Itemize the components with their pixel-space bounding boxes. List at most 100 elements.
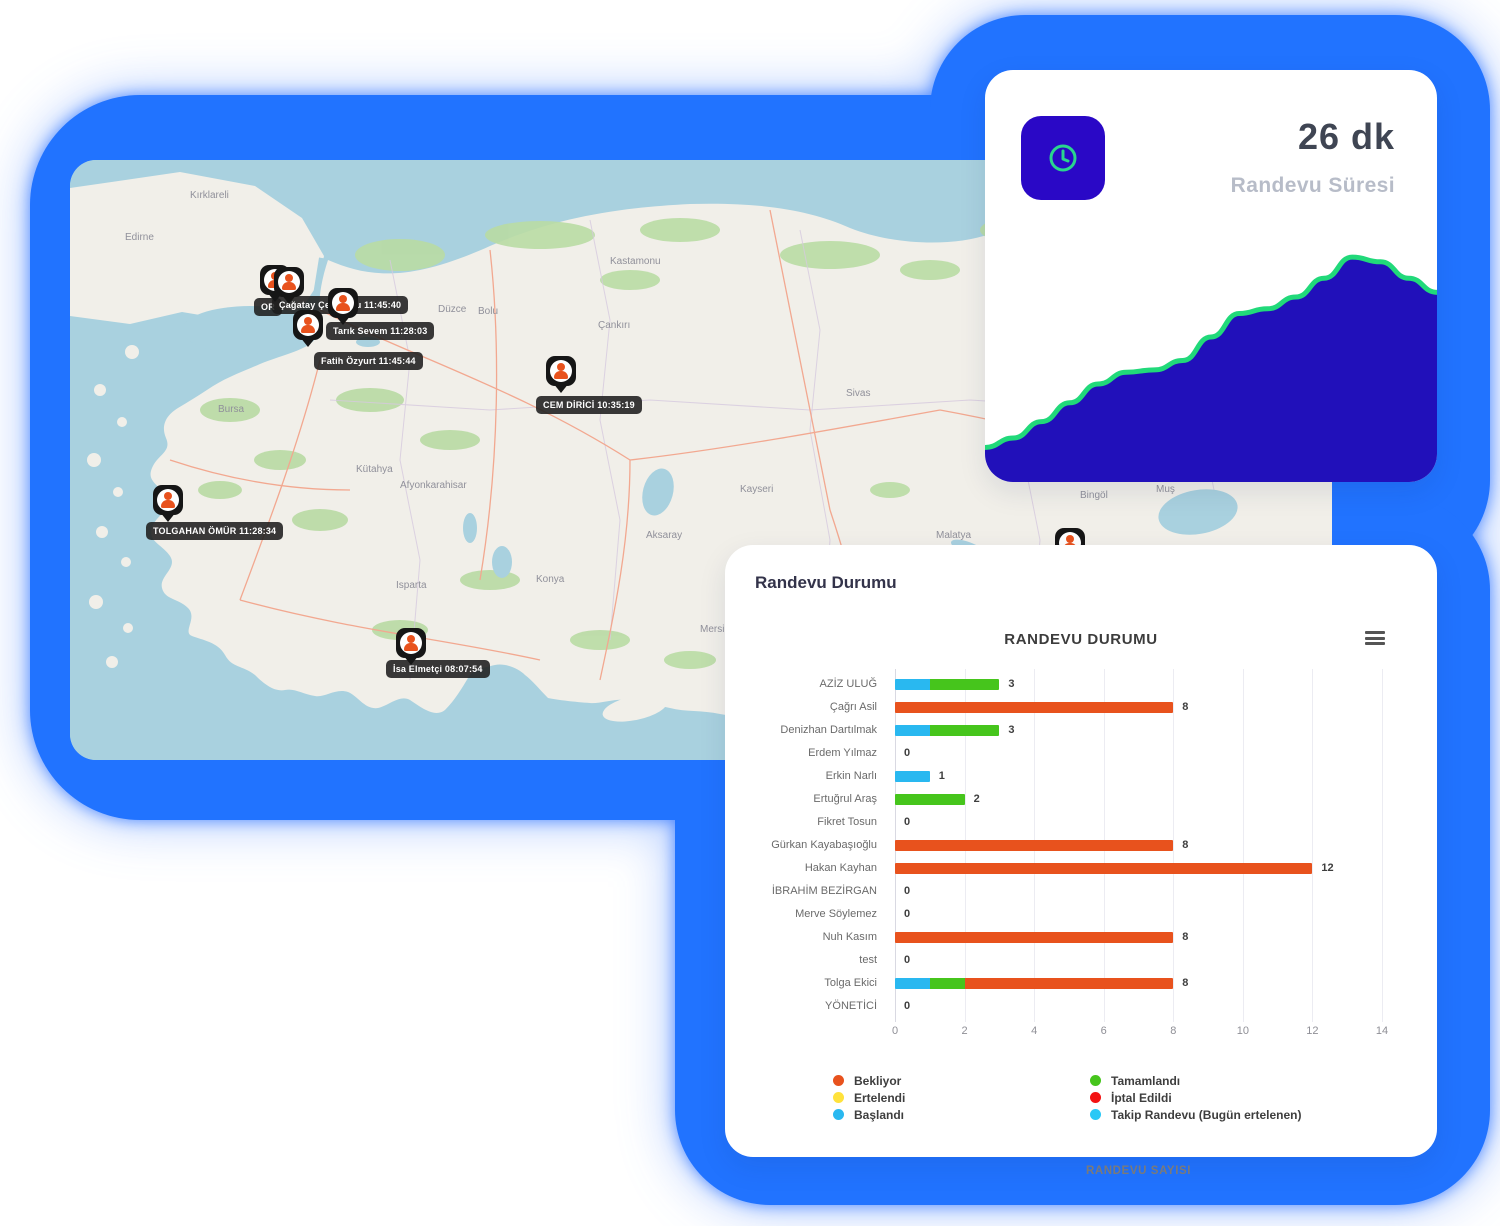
legend-dot: [1090, 1092, 1101, 1103]
bar-row: [895, 702, 1174, 713]
x-axis-tick: 2: [961, 1025, 968, 1037]
x-axis-tick: 6: [1100, 1025, 1107, 1037]
legend-item[interactable]: Takip Randevu (Bugün ertelenen): [1090, 1106, 1301, 1123]
category-label: AZİZ ULUĞ: [819, 678, 877, 690]
x-axis-tick: 10: [1236, 1025, 1249, 1037]
category-label: Merve Söylemez: [795, 908, 877, 920]
category-label: Ertuğrul Araş: [813, 793, 877, 805]
bar-segment-başlandı: [895, 771, 930, 782]
gridline: [1173, 669, 1175, 1022]
legend-dot: [1090, 1109, 1101, 1120]
map-place-label: Malatya: [936, 530, 971, 541]
map-place-label: Sivas: [846, 388, 870, 399]
bar-value-label: 3: [1008, 724, 1015, 736]
map-pin[interactable]: [396, 628, 426, 658]
bar-row: [895, 725, 1000, 736]
map-place-label: Edirne: [125, 232, 154, 243]
category-label: Tolga Ekici: [824, 977, 877, 989]
bar-row: [895, 978, 1174, 989]
bar-segment-başlandı: [895, 725, 930, 736]
duration-label: Randevu Süresi: [1230, 174, 1395, 197]
bar-value-label: 0: [904, 747, 911, 759]
category-label: test: [859, 954, 877, 966]
bar-value-label: 8: [1182, 839, 1189, 851]
person-icon: [278, 271, 300, 293]
map-place-label: Bursa: [218, 404, 245, 415]
x-axis-tick: 8: [1170, 1025, 1177, 1037]
map-place-label: Isparta: [396, 580, 427, 591]
bar-segment-bekliyor: [895, 702, 1174, 713]
map-pin[interactable]: [274, 267, 304, 297]
bar-value-label: 0: [904, 816, 911, 828]
bar-segment-tamamlandı: [929, 679, 1000, 690]
category-label: Fikret Tosun: [817, 816, 877, 828]
gridline: [1242, 669, 1244, 1022]
duration-value: 26 dk: [1297, 116, 1395, 157]
bar-value-label: 12: [1321, 862, 1334, 874]
legend-item[interactable]: İptal Edildi: [1090, 1089, 1172, 1106]
bar-segment-bekliyor: [895, 932, 1174, 943]
map-pin-label: İsa Elmetçi 08:07:54: [386, 660, 490, 678]
x-axis-tick: 12: [1306, 1025, 1319, 1037]
appointment-status-card: Randevu Durumu RANDEVU DURUMU AZİZ ULUĞ Ç…: [725, 545, 1437, 1177]
legend-dot: [833, 1109, 844, 1120]
legend-item[interactable]: Başlandı: [833, 1106, 904, 1123]
legend-label: Bekliyor: [854, 1073, 902, 1088]
bar-value-label: 8: [1182, 977, 1189, 989]
hamburger-menu-icon[interactable]: [1365, 631, 1385, 647]
person-icon: [550, 360, 572, 382]
map-place-label: Düzce: [438, 304, 467, 315]
map-pin-label: Fatih Özyurt 11:45:44: [314, 352, 423, 370]
bar-value-label: 0: [904, 1000, 911, 1012]
legend-label: Takip Randevu (Bugün ertelenen): [1111, 1107, 1302, 1122]
map-pin[interactable]: [328, 288, 358, 318]
bar-value-label: 0: [904, 954, 911, 966]
category-label: Denizhan Dartılmak: [780, 724, 877, 736]
x-axis-tick: 0: [891, 1025, 899, 1037]
map-pin[interactable]: [293, 310, 323, 340]
bar-value-label: 2: [973, 793, 980, 805]
map-place-label: Kırklareli: [190, 190, 229, 201]
map-pin-label: TOLGAHAN ÖMÜR 11:28:34: [146, 522, 284, 540]
category-label: Erdem Yılmaz: [808, 747, 877, 759]
bar-row: [895, 863, 1313, 874]
bar-segment-tamamlandı: [929, 725, 1000, 736]
bar-row: [895, 794, 965, 805]
bar-segment-bekliyor: [895, 840, 1174, 851]
map-place-label: Muş: [1156, 484, 1175, 495]
map-place-label: Kayseri: [740, 484, 773, 495]
x-axis-title: RANDEVU SAYISI: [1085, 1165, 1192, 1177]
bar-row: [895, 932, 1174, 943]
legend-label: İptal Edildi: [1111, 1090, 1172, 1105]
person-icon: [157, 489, 179, 511]
legend-item[interactable]: Tamamlandı: [1090, 1072, 1180, 1089]
bar-row: [895, 840, 1174, 851]
gridline: [1382, 669, 1383, 1022]
map-place-label: Kütahya: [356, 464, 393, 475]
map-pin[interactable]: [546, 356, 576, 386]
category-label: Nuh Kasım: [822, 931, 877, 943]
map-place-label: Bolu: [478, 306, 498, 317]
bar-row: [895, 771, 930, 782]
legend-label: Ertelendi: [854, 1090, 906, 1105]
bar-segment-tamamlandı: [929, 978, 965, 989]
bar-segment-bekliyor: [964, 978, 1174, 989]
person-icon: [297, 314, 319, 336]
bar-value-label: 0: [904, 885, 911, 897]
legend-label: Tamamlandı: [1111, 1073, 1181, 1088]
bar-segment-başlandı: [895, 978, 930, 989]
map-place-label: Kastamonu: [610, 256, 661, 267]
bar-segment-bekliyor: [895, 863, 1313, 874]
map-pin-label: Tarık Sevem 11:28:03: [326, 322, 435, 340]
bar-chart-plot: 0 2 4 6 8 10 12 14 3 8 3 0 1 2 0 8 12 0 0 8 0 8 0: [892, 669, 1388, 1037]
legend-item[interactable]: Ertelendi: [833, 1089, 905, 1106]
person-icon: [400, 632, 422, 654]
category-label: YÖNETİCİ: [825, 1000, 877, 1012]
status-card-heading: Randevu Durumu: [755, 573, 897, 592]
category-label: Gürkan Kayabaşıoğlu: [771, 839, 877, 851]
legend-label: Başlandı: [854, 1107, 905, 1122]
map-pin[interactable]: [153, 485, 183, 515]
bar-value-label: 3: [1008, 678, 1015, 690]
legend-item[interactable]: Bekliyor: [833, 1072, 901, 1089]
map-place-label: Afyonkarahisar: [400, 480, 467, 491]
